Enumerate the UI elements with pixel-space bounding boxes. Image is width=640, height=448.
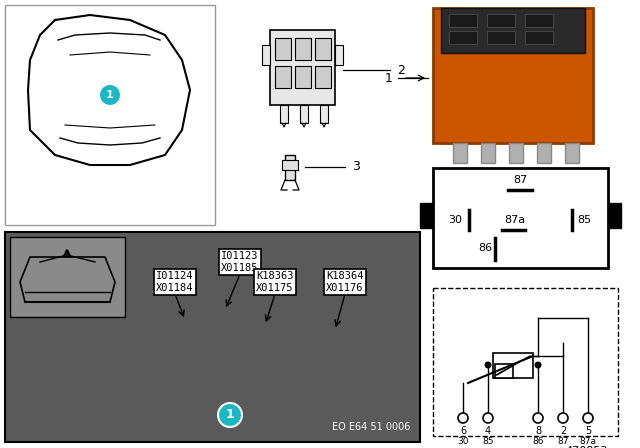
Text: 8: 8 xyxy=(535,426,541,436)
Circle shape xyxy=(99,84,121,106)
Bar xyxy=(300,105,308,123)
Bar xyxy=(315,66,331,88)
Bar xyxy=(275,66,291,88)
Text: 3: 3 xyxy=(352,160,360,173)
Bar xyxy=(481,143,495,163)
Circle shape xyxy=(583,413,593,423)
Text: 30: 30 xyxy=(457,436,468,445)
Bar xyxy=(320,105,328,123)
Bar xyxy=(275,38,291,60)
Bar xyxy=(262,45,270,65)
Text: 6: 6 xyxy=(460,426,466,436)
Text: EO E64 51 0006: EO E64 51 0006 xyxy=(332,422,410,432)
Bar xyxy=(285,155,295,180)
Bar xyxy=(282,160,298,170)
Bar xyxy=(315,38,331,60)
Circle shape xyxy=(458,413,468,423)
Bar xyxy=(335,45,343,65)
Text: K18363
X01175: K18363 X01175 xyxy=(256,271,294,293)
Bar xyxy=(525,31,553,44)
Bar xyxy=(525,14,553,27)
Circle shape xyxy=(533,413,543,423)
Text: 87: 87 xyxy=(513,175,527,185)
Circle shape xyxy=(484,362,492,369)
Bar xyxy=(537,143,551,163)
Bar xyxy=(487,14,515,27)
Bar xyxy=(5,5,215,225)
Bar xyxy=(487,31,515,44)
Bar xyxy=(420,203,433,228)
Text: I01124
X01184: I01124 X01184 xyxy=(156,271,194,293)
Bar xyxy=(280,105,288,123)
Bar xyxy=(509,143,523,163)
Bar xyxy=(433,8,593,143)
Text: 85: 85 xyxy=(577,215,591,225)
Bar xyxy=(449,14,477,27)
Bar xyxy=(449,31,477,44)
Bar xyxy=(270,30,335,105)
Bar xyxy=(10,237,125,317)
Text: 1: 1 xyxy=(106,90,114,100)
Bar xyxy=(565,143,579,163)
Text: K18364
X01176: K18364 X01176 xyxy=(326,271,364,293)
Text: 2: 2 xyxy=(397,64,405,77)
Text: 87a: 87a xyxy=(504,215,525,225)
Bar xyxy=(441,8,585,53)
Circle shape xyxy=(558,413,568,423)
Bar xyxy=(5,232,420,442)
Text: 5: 5 xyxy=(585,426,591,436)
Text: 2: 2 xyxy=(560,426,566,436)
Bar xyxy=(433,288,618,436)
Bar xyxy=(295,38,311,60)
Text: 4: 4 xyxy=(485,426,491,436)
Text: 470853: 470853 xyxy=(566,446,608,448)
Text: 87: 87 xyxy=(557,436,569,445)
Bar xyxy=(295,66,311,88)
Circle shape xyxy=(483,413,493,423)
Text: 86: 86 xyxy=(478,243,492,253)
Text: 85: 85 xyxy=(483,436,493,445)
Text: 86: 86 xyxy=(532,436,544,445)
Text: 1: 1 xyxy=(385,72,393,85)
Circle shape xyxy=(218,403,242,427)
Text: 1: 1 xyxy=(226,409,234,422)
Circle shape xyxy=(534,362,541,369)
Text: 30: 30 xyxy=(448,215,462,225)
Bar xyxy=(493,353,533,378)
Text: 87a: 87a xyxy=(579,436,596,445)
Bar xyxy=(433,168,608,268)
Text: I01123
X01185: I01123 X01185 xyxy=(221,251,259,273)
Bar xyxy=(495,364,513,378)
Bar xyxy=(453,143,467,163)
Bar xyxy=(608,203,621,228)
